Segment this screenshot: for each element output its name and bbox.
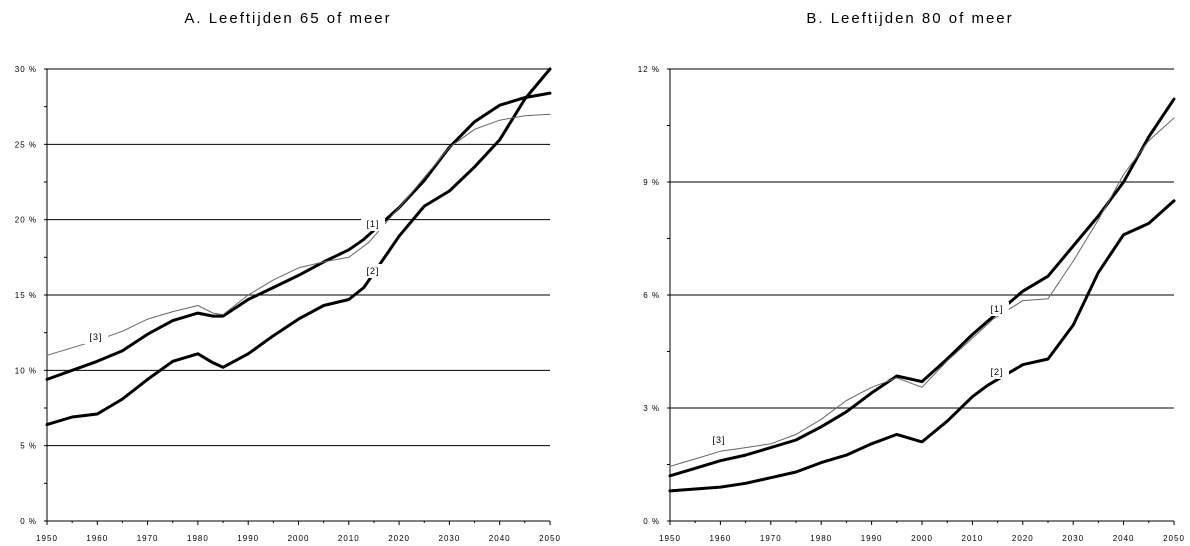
y-tick-label: 20 % bbox=[15, 216, 37, 225]
series-line-2 bbox=[668, 199, 1176, 493]
series-label-1: [1] bbox=[366, 219, 379, 229]
x-tick-label: 1960 bbox=[710, 534, 732, 543]
chart-title: B. Leeftijden 80 of meer bbox=[806, 10, 1013, 27]
y-tick-label: 25 % bbox=[15, 140, 37, 149]
series-label-2: [2] bbox=[366, 266, 379, 276]
series-line-2 bbox=[45, 67, 552, 427]
y-tick-label: 6 % bbox=[643, 291, 660, 300]
series-label-bg bbox=[707, 433, 731, 447]
x-tick-label: 1980 bbox=[187, 534, 209, 543]
x-tick-label: 2030 bbox=[439, 534, 461, 543]
x-tick-label: 2050 bbox=[539, 534, 561, 543]
y-tick-label: 0 % bbox=[20, 517, 37, 526]
series-line-3 bbox=[669, 117, 1175, 467]
series-label-3: [3] bbox=[89, 332, 102, 342]
series-label-bg bbox=[84, 330, 108, 344]
chart-panel-a: A. Leeftijden 65 of meer 0 % 5 % 10 % 15 % 20… bbox=[15, 10, 561, 543]
x-tick-label: 2000 bbox=[911, 534, 933, 543]
y-tick-label: 12 % bbox=[638, 65, 660, 74]
x-tick-label: 2040 bbox=[1113, 534, 1135, 543]
series-line-3 bbox=[46, 113, 551, 356]
y-tick-label: 0 % bbox=[643, 517, 660, 526]
y-tick-label: 30 % bbox=[15, 65, 37, 74]
x-tick-label: 1950 bbox=[36, 534, 58, 543]
series-line-1 bbox=[45, 91, 552, 381]
x-tick-label: 2050 bbox=[1163, 534, 1185, 543]
x-tick-label: 2000 bbox=[288, 534, 310, 543]
series-label-bg bbox=[361, 217, 385, 231]
x-tick-label: 2040 bbox=[489, 534, 511, 543]
x-tick-label: 2020 bbox=[1012, 534, 1034, 543]
x-tick-label: 1970 bbox=[137, 534, 159, 543]
x-tick-label: 1990 bbox=[861, 534, 883, 543]
x-tick-label: 1990 bbox=[237, 534, 259, 543]
series-line-1 bbox=[668, 97, 1176, 478]
y-tick-label: 3 % bbox=[643, 404, 660, 413]
y-tick-label: 10 % bbox=[15, 366, 37, 375]
series-label-1: [1] bbox=[990, 304, 1003, 314]
x-tick-label: 2010 bbox=[338, 534, 360, 543]
series-label-2: [2] bbox=[990, 367, 1003, 377]
y-tick-label: 15 % bbox=[15, 291, 37, 300]
x-tick-label: 1970 bbox=[760, 534, 782, 543]
y-tick-label: 9 % bbox=[643, 178, 660, 187]
x-tick-label: 2010 bbox=[962, 534, 984, 543]
x-tick-label: 1950 bbox=[659, 534, 681, 543]
x-tick-label: 2030 bbox=[1062, 534, 1084, 543]
series-label-bg bbox=[985, 365, 1009, 379]
y-tick-label: 5 % bbox=[20, 442, 37, 451]
series-label-3: [3] bbox=[712, 435, 725, 445]
chart-panel-b: B. Leeftijden 80 of meer 0 % 3 % 6 % 9 % 12 %… bbox=[638, 10, 1185, 543]
x-tick-label: 2020 bbox=[388, 534, 410, 543]
x-tick-label: 1980 bbox=[810, 534, 832, 543]
series-label-bg bbox=[985, 302, 1009, 316]
chart-title: A. Leeftijden 65 of meer bbox=[184, 10, 391, 27]
x-tick-label: 1960 bbox=[86, 534, 108, 543]
series-label-bg bbox=[361, 264, 385, 278]
